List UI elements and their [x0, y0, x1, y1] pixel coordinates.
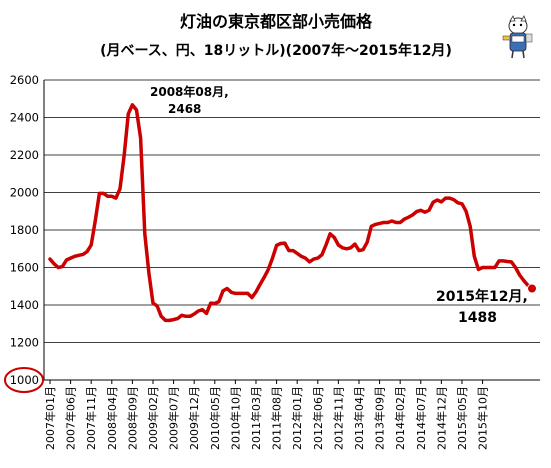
x-tick-label: 2011年08月 — [270, 386, 284, 450]
last-annotation-date: 2015年12月, — [436, 288, 528, 305]
x-tick-label: 2012年01月 — [290, 386, 304, 450]
plot-area: 1000 1200 1400 1600 1800 2000 2200 2400 2600 2007… — [4, 73, 540, 450]
last-annotation-value: 1488 — [458, 310, 497, 326]
y-tick-label: 2400 — [10, 111, 39, 125]
y-tick-label: 2600 — [10, 73, 39, 87]
x-tick-label: 2014年02月 — [393, 386, 407, 450]
y-tick-label: 1200 — [10, 336, 39, 350]
highlight-circle — [4, 367, 44, 393]
mascot-icon — [502, 15, 533, 59]
y-tick-label: 1000 — [10, 373, 39, 387]
y-tick-label: 1600 — [10, 261, 39, 275]
series-line — [48, 103, 534, 323]
y-tick-label: 1400 — [10, 298, 39, 312]
x-tick-label: 2013年04月 — [352, 386, 366, 450]
y-tick-label: 2200 — [10, 148, 39, 162]
end-point-marker — [527, 283, 537, 294]
x-tick-label: 2007年01月 — [43, 386, 57, 450]
x-tick-label: 2008年09月 — [125, 386, 139, 450]
x-tick-label: 2007年06月 — [64, 386, 78, 450]
x-tick-label: 2009年02月 — [146, 386, 160, 450]
x-tick-label: 2011年03月 — [249, 386, 263, 450]
x-tick-label: 2015年10月 — [476, 386, 490, 450]
x-tick-label: 2013年09月 — [373, 386, 387, 450]
peak-annotation-value: 2468 — [168, 102, 201, 116]
x-tick-label: 2012年06月 — [311, 386, 325, 450]
x-tick-label: 2010年05月 — [208, 386, 222, 450]
x-tick-label: 2014年12月 — [434, 386, 448, 450]
x-tick-label: 2007年11月 — [84, 386, 98, 450]
x-tick-label: 2009年07月 — [167, 386, 181, 450]
x-tick-label: 2014年07月 — [414, 386, 428, 450]
chart-subtitle: (月ベース、円、18リットル)(2007年～2015年12月) — [100, 42, 452, 59]
x-tick-label: 2010年10月 — [228, 386, 242, 450]
peak-annotation-date: 2008年08月, — [150, 84, 229, 99]
chart-title: 灯油の東京都区部小売価格 — [180, 12, 373, 31]
y-tick-label: 2000 — [10, 186, 39, 200]
x-tick-label: 2009年12月 — [187, 386, 201, 450]
x-tick-label: 2012年11月 — [331, 386, 345, 450]
x-tick-label: 2015年05月 — [455, 386, 469, 450]
x-tick-label: 2008年04月 — [105, 386, 119, 450]
y-tick-label: 1800 — [10, 223, 39, 237]
